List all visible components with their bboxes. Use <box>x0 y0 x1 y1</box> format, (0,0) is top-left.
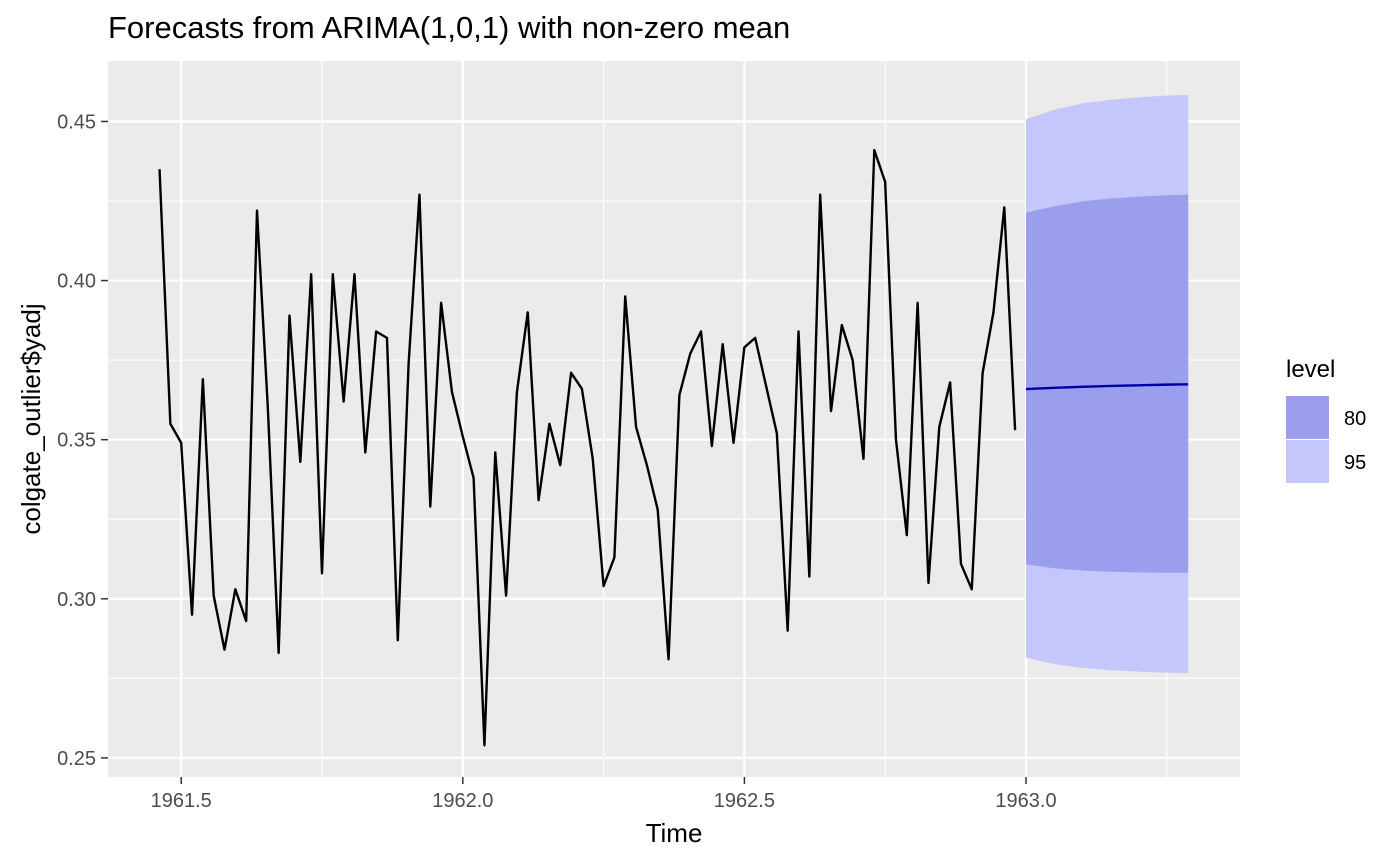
x-tick-label: 1962.0 <box>432 790 493 812</box>
y-tick-label: 0.45 <box>57 111 96 133</box>
x-tick-label: 1961.5 <box>151 790 212 812</box>
legend-label-95: 95 <box>1344 452 1366 474</box>
legend-title: level <box>1286 356 1335 383</box>
legend-key-95 <box>1286 440 1329 483</box>
legend-key-80 <box>1286 396 1329 439</box>
x-tick-label: 1962.5 <box>714 790 775 812</box>
axes: 1961.5 1962.0 1962.5 1963.0 0.25 0.30 0.35 0.40… <box>57 111 1057 812</box>
band-80 <box>1025 194 1189 573</box>
legend: level 80 95 <box>1286 356 1366 483</box>
legend-label-80: 80 <box>1344 408 1366 430</box>
y-tick-label: 0.40 <box>57 271 96 293</box>
y-tick-label: 0.35 <box>57 430 96 452</box>
forecast-mean-line <box>1025 383 1189 391</box>
prediction-intervals <box>1025 95 1189 673</box>
chart-title: Forecasts from ARIMA(1,0,1) with non-zer… <box>108 10 790 45</box>
x-tick-label: 1963.0 <box>995 790 1056 812</box>
y-tick-label: 0.30 <box>57 589 96 611</box>
observed-series-line <box>158 148 1017 747</box>
x-axis-title: Time <box>646 818 703 848</box>
y-tick-label: 0.25 <box>57 748 96 770</box>
series-lines <box>158 148 1189 747</box>
y-axis-title: colgate_outlier$yadj <box>16 303 46 534</box>
